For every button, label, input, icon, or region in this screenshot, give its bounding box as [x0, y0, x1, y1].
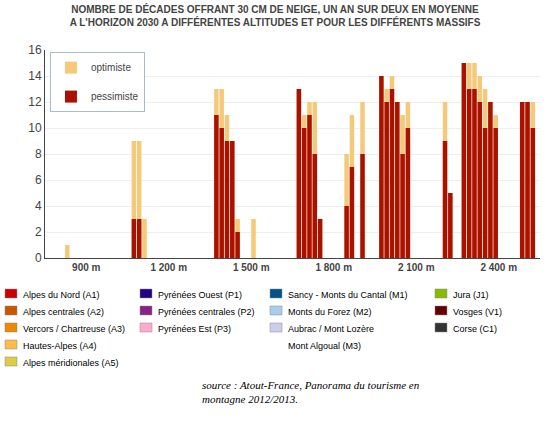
- svg-text:12: 12: [28, 95, 42, 109]
- svg-text:16: 16: [28, 43, 42, 57]
- svg-text:1 500 m: 1 500 m: [233, 262, 270, 273]
- svg-text:Pyrénées centrales (P2): Pyrénées centrales (P2): [158, 307, 255, 317]
- svg-text:4: 4: [35, 199, 42, 213]
- svg-text:0: 0: [35, 251, 42, 265]
- svg-text:Aubrac / Mont Lozère: Aubrac / Mont Lozère: [288, 324, 374, 334]
- svg-text:Corse (C1): Corse (C1): [453, 324, 497, 334]
- svg-text:Hautes-Alpes (A4): Hautes-Alpes (A4): [23, 341, 97, 351]
- svg-text:8: 8: [35, 147, 42, 161]
- svg-text:1 800 m: 1 800 m: [315, 262, 352, 273]
- svg-text:Vosges (V1): Vosges (V1): [453, 307, 502, 317]
- svg-text:2 100 m: 2 100 m: [398, 262, 435, 273]
- svg-text:pessimiste: pessimiste: [91, 91, 139, 102]
- svg-text:Alpes méridionales (A5): Alpes méridionales (A5): [23, 358, 119, 368]
- svg-text:Jura (J1): Jura (J1): [453, 290, 489, 300]
- svg-text:Monts du Forez (M2): Monts du Forez (M2): [288, 307, 372, 317]
- svg-text:NOMBRE DE DÉCADES OFFRANT 30 C: NOMBRE DE DÉCADES OFFRANT 30 CM DE NEIGE…: [70, 3, 481, 28]
- svg-text:10: 10: [28, 121, 42, 135]
- svg-text:Alpes du Nord (A1): Alpes du Nord (A1): [23, 290, 100, 300]
- svg-text:source : Atout-France, Panoram: source : Atout-France, Panorama du touri…: [202, 379, 420, 405]
- svg-text:Pyrénées Ouest (P1): Pyrénées Ouest (P1): [158, 290, 242, 300]
- svg-text:14: 14: [28, 69, 42, 83]
- svg-text:Sancy - Monts du Cantal (M1): Sancy - Monts du Cantal (M1): [288, 290, 408, 300]
- svg-text:Mont Algoual (M3): Mont Algoual (M3): [288, 341, 361, 351]
- svg-text:2 400 m: 2 400 m: [480, 262, 517, 273]
- svg-text:2: 2: [35, 225, 42, 239]
- svg-text:900 m: 900 m: [72, 262, 100, 273]
- svg-text:6: 6: [35, 173, 42, 187]
- svg-text:optimiste: optimiste: [91, 62, 131, 73]
- svg-text:Alpes centrales (A2): Alpes centrales (A2): [23, 307, 104, 317]
- svg-text:1 200 m: 1 200 m: [150, 262, 187, 273]
- svg-text:Pyrénées Est (P3): Pyrénées Est (P3): [158, 324, 231, 334]
- svg-text:Vercors / Chartreuse (A3): Vercors / Chartreuse (A3): [23, 324, 125, 334]
